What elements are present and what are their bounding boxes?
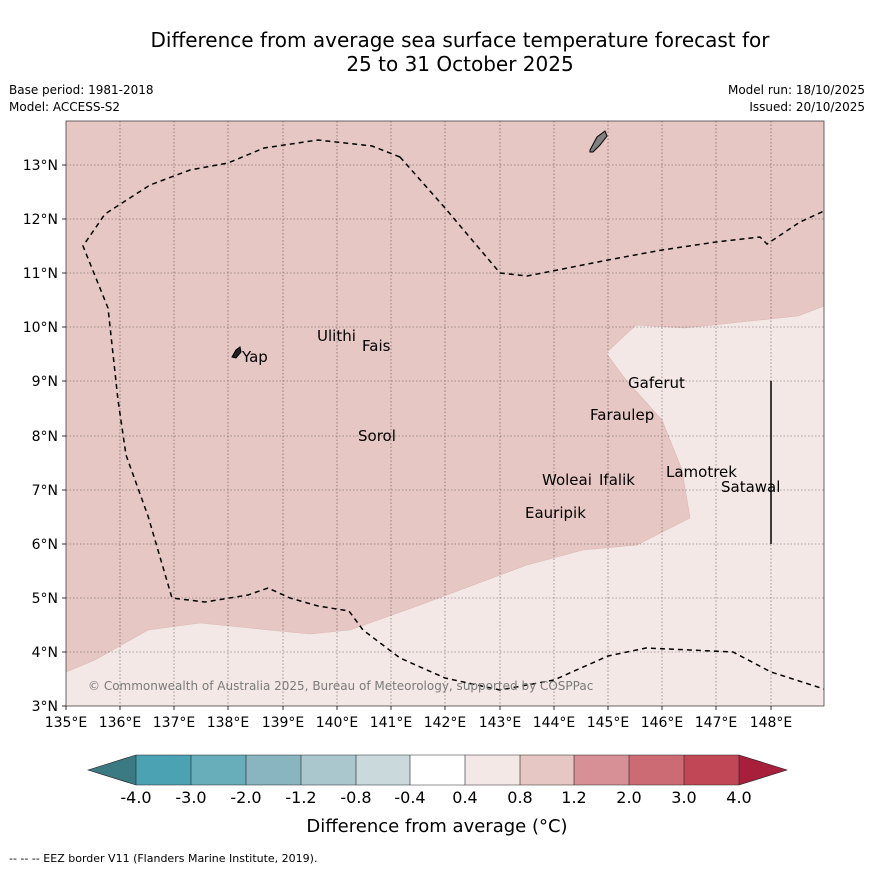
colorbar-tick-label: -2.0 xyxy=(230,788,261,807)
colorbar-segment xyxy=(684,755,739,785)
title-line-2: 25 to 31 October 2025 xyxy=(346,52,574,76)
guam-island xyxy=(589,130,608,153)
place-label-eauripik: Eauripik xyxy=(525,504,586,522)
colorbar-segment xyxy=(574,755,629,785)
colorbar-tick-label: -1.2 xyxy=(285,788,316,807)
lon-tick-label: 135°E xyxy=(45,715,88,731)
colorbar-tick-label: 0.4 xyxy=(452,788,477,807)
eez-border-guam xyxy=(399,156,824,277)
colorbar-tick-label: 3.0 xyxy=(671,788,696,807)
colorbar-label: Difference from average (°C) xyxy=(306,816,567,837)
place-label-satawal: Satawal xyxy=(721,478,780,496)
lat-tick-label: 10°N xyxy=(23,320,58,336)
map-area xyxy=(66,121,824,706)
colorbar-segment xyxy=(356,755,410,785)
model-run-text: Model run: 18/10/2025 xyxy=(727,83,865,97)
colorbar-segment xyxy=(410,755,465,785)
colorbar-segment xyxy=(191,755,246,785)
colorbar-segment xyxy=(520,755,574,785)
lon-tick-label: 147°E xyxy=(695,715,738,731)
lat-tick-label: 3°N xyxy=(32,699,58,715)
anomaly-region-low xyxy=(66,305,824,706)
lon-tick-label: 144°E xyxy=(533,715,576,731)
lat-tick-label: 9°N xyxy=(32,374,58,390)
colorbar-tick-label: 1.2 xyxy=(561,788,586,807)
place-label-sorol: Sorol xyxy=(358,427,396,445)
base-period-text: Base period: 1981-2018 xyxy=(9,83,154,97)
colorbar-segment xyxy=(465,755,520,785)
colorbar-segment xyxy=(301,755,356,785)
eez-borders xyxy=(82,139,824,691)
eez-border-fsm-palau xyxy=(82,139,824,691)
yap-island xyxy=(231,346,242,359)
graticule xyxy=(66,121,824,706)
colorbar-segment xyxy=(136,755,191,785)
colorbar-tick-label: -3.0 xyxy=(175,788,206,807)
colorbar-segment xyxy=(629,755,684,785)
lat-tick-label: 5°N xyxy=(32,591,58,607)
colorbar-outline xyxy=(86,754,789,786)
map-title: Difference from average sea surface temp… xyxy=(60,28,860,76)
colorbar-extend-low xyxy=(88,755,136,785)
colorbar-tick-label: 4.0 xyxy=(726,788,751,807)
colorbar: -4.0 -3.0 -2.0 -1.2 -0.8 -0.4 0.4 0.8 1.… xyxy=(86,754,789,837)
lon-tick-label: 137°E xyxy=(153,715,196,731)
colorbar-tick-label: -4.0 xyxy=(120,788,151,807)
title-line-1: Difference from average sea surface temp… xyxy=(150,28,770,52)
place-label-gaferut: Gaferut xyxy=(628,374,685,392)
colorbar-tick-labels: -4.0 -3.0 -2.0 -1.2 -0.8 -0.4 0.4 0.8 1.… xyxy=(120,788,751,807)
lon-tick-label: 139°E xyxy=(262,715,305,731)
lat-tick-label: 8°N xyxy=(32,429,58,445)
lat-tick-label: 6°N xyxy=(32,537,58,553)
colorbar-tick-label: -0.4 xyxy=(394,788,425,807)
colorbar-tick-label: 2.0 xyxy=(616,788,641,807)
model-text: Model: ACCESS-S2 xyxy=(9,100,121,114)
place-label-faraulep: Faraulep xyxy=(590,406,654,424)
lat-tick-label: 11°N xyxy=(23,266,58,282)
lat-tick-labels: 3°N 4°N 5°N 6°N 7°N 8°N 9°N 10°N 11°N 12… xyxy=(23,158,58,715)
place-labels: Yap Ulithi Fais Gaferut Faraulep Sorol W… xyxy=(241,327,780,522)
copyright-text: © Commonwealth of Australia 2025, Bureau… xyxy=(88,679,593,693)
lon-tick-label: 143°E xyxy=(479,715,522,731)
issued-text: Issued: 20/10/2025 xyxy=(749,100,865,114)
place-label-ulithi: Ulithi xyxy=(317,327,356,345)
lon-tick-label: 138°E xyxy=(207,715,250,731)
lat-tick-label: 7°N xyxy=(32,483,58,499)
lon-tick-label: 146°E xyxy=(641,715,684,731)
lat-tick-label: 4°N xyxy=(32,645,58,661)
colorbar-tick-label: 0.8 xyxy=(507,788,532,807)
lon-tick-label: 141°E xyxy=(370,715,413,731)
tick-marks xyxy=(62,164,772,710)
lon-tick-label: 145°E xyxy=(587,715,630,731)
map-axes: 135°E 136°E 137°E 138°E 139°E 140°E 141°… xyxy=(23,158,793,731)
place-label-fais: Fais xyxy=(362,337,391,355)
place-label-yap: Yap xyxy=(241,348,268,366)
colorbar-extend-high xyxy=(739,755,787,785)
lon-tick-label: 142°E xyxy=(424,715,467,731)
lat-tick-label: 13°N xyxy=(23,158,58,174)
place-label-woleai: Woleai xyxy=(542,471,592,489)
eez-footnote: -- -- -- EEZ border V11 (Flanders Marine… xyxy=(9,852,318,865)
lat-tick-label: 12°N xyxy=(23,212,58,228)
colorbar-segment xyxy=(246,755,301,785)
meta-left: Base period: 1981-2018 Model: ACCESS-S2 xyxy=(9,82,154,116)
meta-right: Model run: 18/10/2025 Issued: 20/10/2025 xyxy=(728,82,865,116)
place-label-ifalik: Ifalik xyxy=(599,471,635,489)
lon-tick-label: 140°E xyxy=(316,715,359,731)
colorbar-tick-label: -0.8 xyxy=(340,788,371,807)
lon-tick-labels: 135°E 136°E 137°E 138°E 139°E 140°E 141°… xyxy=(45,715,793,731)
lon-tick-label: 148°E xyxy=(750,715,793,731)
place-label-lamotrek: Lamotrek xyxy=(666,463,737,481)
lon-tick-label: 136°E xyxy=(99,715,142,731)
